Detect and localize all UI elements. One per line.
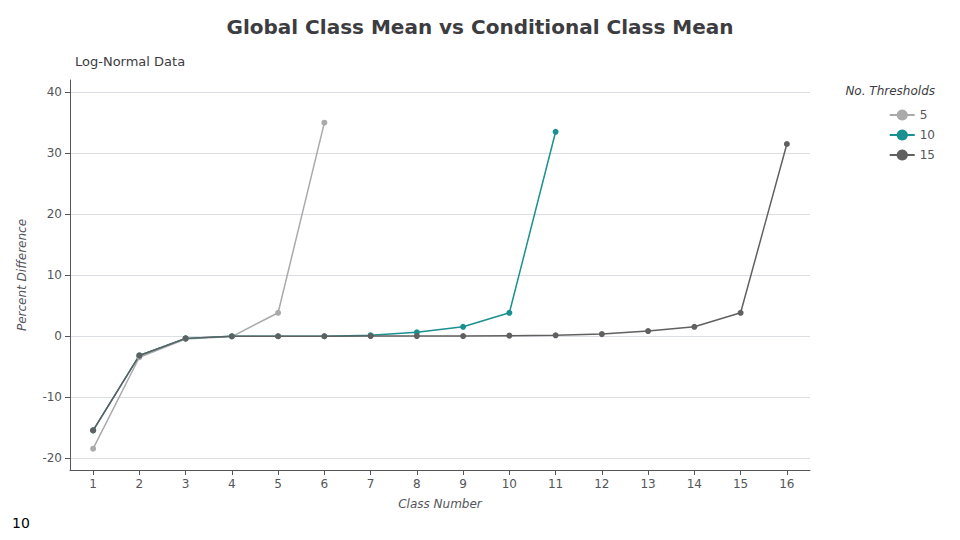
svg-text:15: 15 <box>733 477 748 491</box>
svg-text:10: 10 <box>47 268 62 282</box>
svg-text:16: 16 <box>779 477 794 491</box>
svg-text:No. Thresholds: No. Thresholds <box>845 84 935 98</box>
svg-text:-10: -10 <box>42 390 62 404</box>
svg-text:5: 5 <box>274 477 282 491</box>
svg-text:2: 2 <box>136 477 144 491</box>
svg-text:30: 30 <box>47 146 62 160</box>
svg-text:15: 15 <box>920 148 935 162</box>
svg-text:0: 0 <box>54 329 62 343</box>
svg-text:10: 10 <box>502 477 517 491</box>
svg-text:10: 10 <box>920 128 935 142</box>
svg-text:8: 8 <box>413 477 421 491</box>
svg-text:10: 10 <box>12 515 30 531</box>
svg-text:Percent Difference: Percent Difference <box>15 219 29 331</box>
svg-text:Global Class Mean vs Condition: Global Class Mean vs Conditional Class M… <box>226 15 733 39</box>
svg-text:13: 13 <box>640 477 655 491</box>
svg-text:20: 20 <box>47 207 62 221</box>
svg-text:4: 4 <box>228 477 236 491</box>
svg-text:12: 12 <box>594 477 609 491</box>
svg-text:6: 6 <box>321 477 329 491</box>
svg-text:1: 1 <box>89 477 97 491</box>
svg-text:14: 14 <box>687 477 702 491</box>
svg-text:40: 40 <box>47 85 62 99</box>
svg-text:11: 11 <box>548 477 563 491</box>
svg-text:7: 7 <box>367 477 375 491</box>
svg-text:Class Number: Class Number <box>398 497 483 511</box>
svg-text:9: 9 <box>459 477 467 491</box>
svg-text:3: 3 <box>182 477 190 491</box>
svg-text:-20: -20 <box>42 451 62 465</box>
svg-text:5: 5 <box>920 108 928 122</box>
svg-text:Log-Normal Data: Log-Normal Data <box>75 54 185 69</box>
